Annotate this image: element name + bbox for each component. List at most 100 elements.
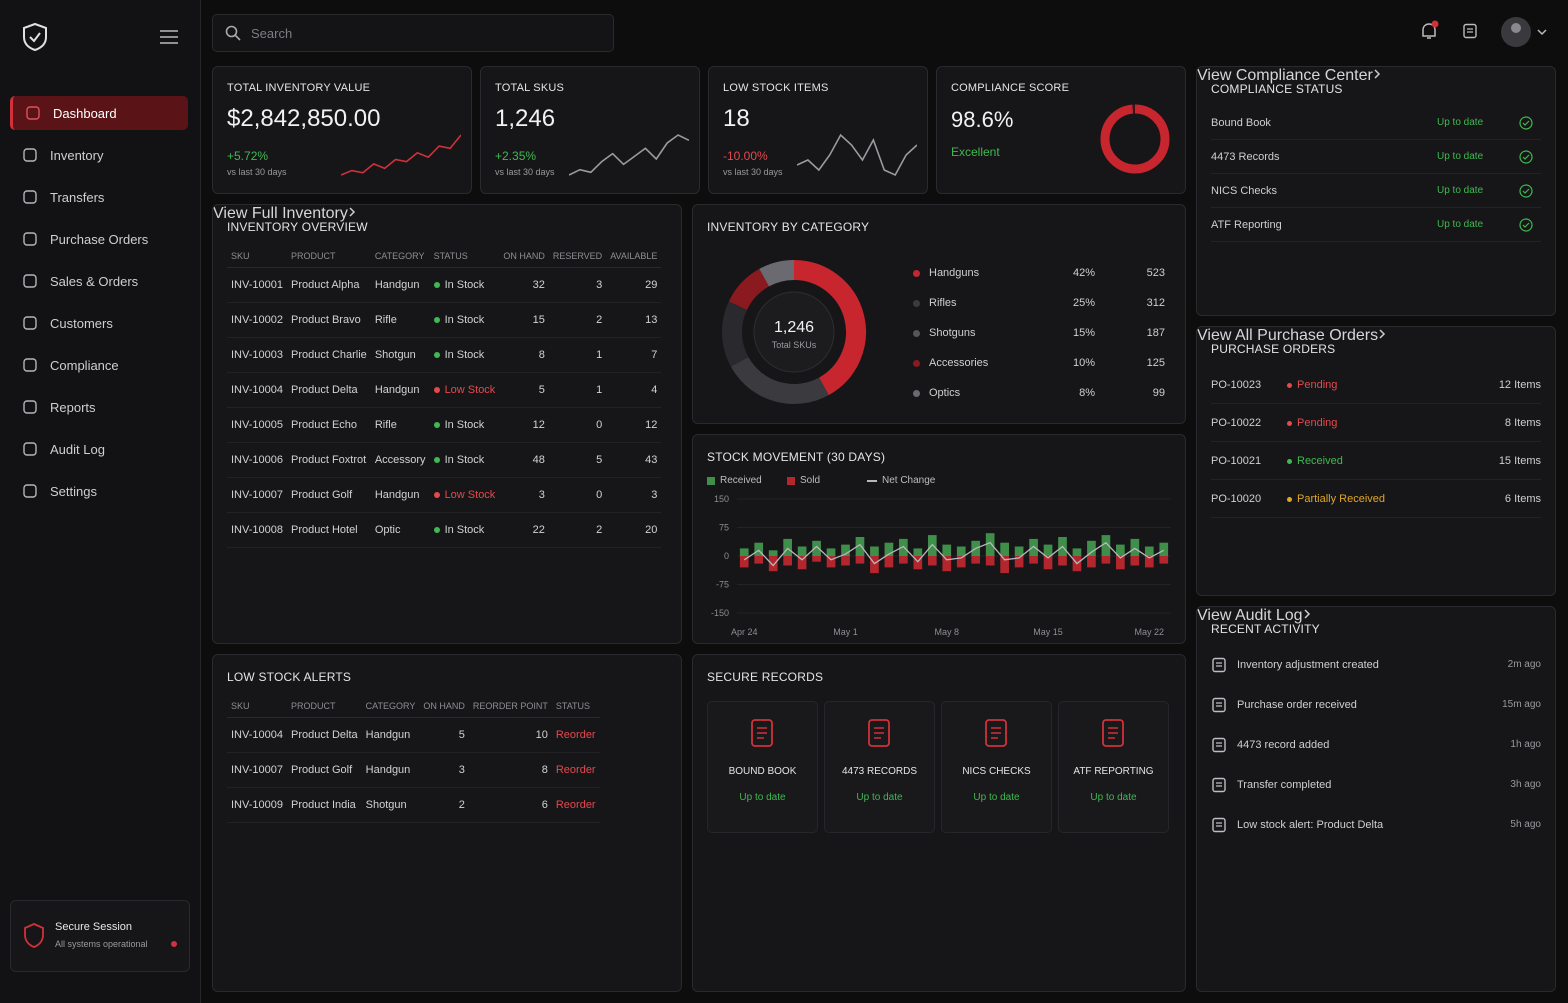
table-cell: Product India xyxy=(286,787,362,823)
donut-center-value: 1,246 xyxy=(774,319,814,336)
table-cell: Product Delta xyxy=(286,717,362,753)
notifications[interactable] xyxy=(1418,20,1440,42)
bar xyxy=(855,537,865,556)
user-menu[interactable] xyxy=(1500,16,1550,48)
nav-item[interactable]: Sales & Orders xyxy=(10,264,188,298)
inventory-overview: INVENTORY OVERVIEW SKU PRODUCT CATEGORY STAT… xyxy=(212,204,682,644)
link-button[interactable]: View Audit Log xyxy=(1197,607,1555,625)
bar xyxy=(739,556,749,568)
table-cell: 12 xyxy=(499,407,549,443)
bar xyxy=(1101,556,1111,564)
sparkline-line xyxy=(797,133,917,177)
status-dot xyxy=(1287,497,1292,502)
column-header: RESERVED xyxy=(548,245,607,268)
chevron-shape xyxy=(1379,329,1386,339)
table-cell: 5 xyxy=(499,372,549,408)
icon-shape xyxy=(23,148,37,162)
icon[interactable] xyxy=(1462,23,1478,39)
bar xyxy=(884,556,894,568)
donut-segment xyxy=(759,260,795,287)
search-icon xyxy=(225,25,241,41)
status-text: In Stock xyxy=(444,314,485,326)
nav-item[interactable]: Settings xyxy=(10,474,188,508)
table-cell: Rifle xyxy=(370,302,430,338)
bar xyxy=(870,556,879,574)
nav-item[interactable]: Compliance xyxy=(10,348,188,382)
table-row: INV-10007 Product Golf Handgun Low Stock 3 0 3 xyxy=(227,477,662,513)
bar xyxy=(1116,544,1125,556)
table-cell: 29 xyxy=(606,267,662,303)
activity-time: 5h ago xyxy=(1510,819,1541,830)
x-tick-label: Apr 24 xyxy=(731,627,758,637)
status-dot xyxy=(433,492,440,499)
nav-item[interactable]: Audit Log xyxy=(10,432,188,466)
record-name: NICS CHECKS xyxy=(962,766,1031,777)
menu-button[interactable] xyxy=(160,30,178,44)
status-dot xyxy=(433,457,440,464)
status-cell: Reorder xyxy=(551,717,600,753)
legend-item: Sold xyxy=(787,475,820,486)
legend-dot xyxy=(913,330,920,337)
link-button[interactable]: View All Purchase Orders xyxy=(1197,327,1555,345)
search-box[interactable]: Search xyxy=(212,14,614,52)
bar xyxy=(1159,542,1169,556)
record-tile[interactable]: ATF REPORTING Up to date xyxy=(1058,701,1169,833)
record-tile[interactable]: NICS CHECKS Up to date xyxy=(941,701,1052,833)
po-items: 12 Items xyxy=(1498,379,1541,391)
link-button[interactable]: View Full Inventory xyxy=(213,205,681,223)
status-text: In Stock xyxy=(444,454,485,466)
legend-name: Accessories xyxy=(929,357,989,369)
icon-shape xyxy=(1519,116,1533,130)
activity-time: 3h ago xyxy=(1510,779,1541,790)
nav-item[interactable]: Purchase Orders xyxy=(10,222,188,256)
bar xyxy=(754,542,764,556)
nav-item[interactable]: Customers xyxy=(10,306,188,340)
nav-item[interactable]: Dashboard xyxy=(10,96,188,130)
record-tile[interactable]: 4473 RECORDS Up to date xyxy=(824,701,935,833)
nav-label: Sales & Orders xyxy=(50,273,139,289)
bar xyxy=(1101,535,1111,556)
y-tick-label: -75 xyxy=(716,580,729,590)
nav-icon xyxy=(23,400,37,414)
status-dot xyxy=(171,941,177,947)
bar xyxy=(768,556,778,572)
nav-label: Audit Log xyxy=(50,441,105,457)
icon-shape xyxy=(26,106,40,120)
legend-dot xyxy=(913,390,920,397)
status-text: In Stock xyxy=(444,524,485,536)
secure-records: SECURE RECORDS BOUND BOOK Up to date 4473 R… xyxy=(692,654,1186,992)
icon-shape xyxy=(751,719,773,747)
x-tick-label: May 8 xyxy=(935,627,960,637)
link-button[interactable]: View Compliance Center xyxy=(1197,67,1555,85)
bar xyxy=(884,542,894,556)
nav-item[interactable]: Transfers xyxy=(10,180,188,214)
table-cell: 3 xyxy=(548,267,607,303)
check-icon xyxy=(1519,184,1533,198)
purchase-orders: PURCHASE ORDERS PO-10023 Pending 12 Items PO… xyxy=(1196,326,1556,596)
nav-label: Transfers xyxy=(50,189,105,205)
table-row: INV-10008 Product Hotel Optic In Stock 22 2 20 xyxy=(227,512,662,548)
sparkline-line xyxy=(341,134,461,176)
record-name: 4473 RECORDS xyxy=(841,766,918,777)
nav-item[interactable]: Reports xyxy=(10,390,188,424)
nav-icon xyxy=(23,274,37,288)
check-icon xyxy=(1519,116,1533,130)
panel-title: TOTAL INVENTORY VALUE xyxy=(227,82,371,94)
table-cell: Handgun xyxy=(370,267,430,303)
record-name: BOUND BOOK xyxy=(728,766,797,777)
status-text: Reorder xyxy=(555,729,596,741)
po-status: Partially Received xyxy=(1297,493,1386,505)
icon-shape xyxy=(1522,222,1530,228)
kpi-value: 18 xyxy=(723,105,750,132)
nav-item[interactable]: Inventory xyxy=(10,138,188,172)
icon-shape xyxy=(1216,662,1222,667)
icon xyxy=(1212,697,1226,713)
kpi-value: $2,842,850.00 xyxy=(227,105,381,132)
link-label: View Audit Log xyxy=(1197,607,1303,624)
record-tile[interactable]: BOUND BOOK Up to date xyxy=(707,701,818,833)
compliance-item: 4473 Records xyxy=(1211,151,1280,163)
nav-icon xyxy=(23,190,37,204)
